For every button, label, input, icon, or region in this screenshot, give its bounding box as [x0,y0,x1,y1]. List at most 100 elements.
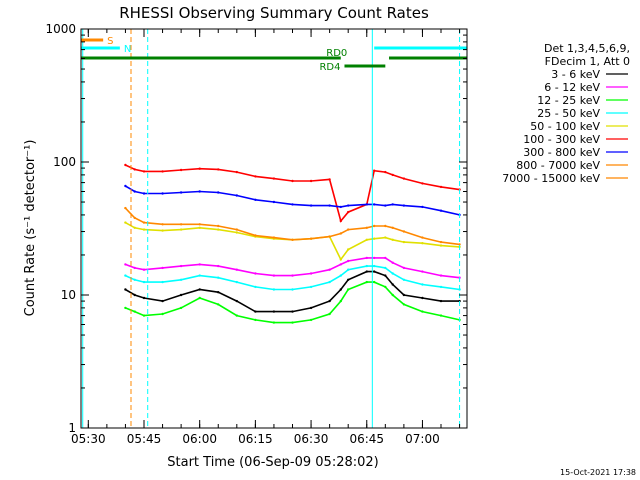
legend-label: 3 - 6 keV [551,68,600,81]
legend-label: 7000 - 15000 keV [502,172,600,185]
data-point [161,229,164,232]
data-point [179,191,183,194]
data-point [179,168,183,172]
data-point [391,283,394,286]
data-point [373,280,376,284]
data-point [391,173,394,177]
data-point [339,274,342,277]
y-tick-label: 10 [61,288,76,302]
data-point [384,266,387,270]
data-point [217,276,220,279]
legend-label: 300 - 800 keV [523,146,600,159]
data-point [328,204,331,207]
data-point [142,314,146,317]
data-point [439,244,443,247]
data-point [179,306,183,310]
data-point [161,223,164,226]
data-point [384,256,387,260]
data-point [309,179,313,183]
data-point [272,177,276,180]
data-point [235,170,238,174]
data-point [217,303,220,306]
data-point [235,314,238,317]
data-point [291,238,294,241]
data-point [339,232,342,235]
data-point [254,318,257,322]
data-point [439,240,443,244]
data-point [373,264,376,268]
data-point [124,163,127,167]
data-point [142,268,146,271]
data-point [309,318,313,322]
data-point [384,236,387,239]
data-point [142,296,146,300]
data-point [391,261,394,264]
data-point [161,280,164,284]
data-point [421,296,424,300]
data-point [391,203,394,206]
data-point [309,237,313,240]
data-point [384,285,387,289]
data-point [439,299,443,303]
data-point [217,191,220,194]
data-point [161,192,164,195]
data-point [124,263,127,266]
data-point [309,204,313,207]
data-point [133,190,136,193]
data-point [235,268,238,271]
data-point [179,293,183,297]
state-bar-label: RD4 [319,62,340,73]
data-point [384,170,387,174]
data-point [373,256,376,260]
data-point [339,205,342,209]
data-point [347,268,350,271]
data-point [439,314,443,317]
data-point [328,299,331,303]
data-point [421,205,424,209]
data-point [373,270,376,273]
data-point [391,238,394,241]
data-point [402,230,406,233]
data-point [254,272,257,275]
data-point [309,285,313,289]
data-point [384,274,387,277]
data-point [402,293,406,297]
data-point [198,296,201,300]
data-point [365,226,368,229]
data-point [402,177,406,180]
x-tick-label: 05:45 [127,432,162,446]
data-point [391,293,394,297]
data-point [235,299,238,303]
data-point [272,200,276,204]
y-tick-label: 1000 [45,22,76,36]
y-tick-label: 100 [53,155,76,169]
data-point [439,274,443,277]
data-point [421,310,424,313]
data-point [133,310,136,313]
data-point [339,288,342,291]
data-point [235,228,238,231]
data-point [179,264,183,268]
data-point [217,224,220,228]
data-point [373,224,376,228]
data-point [198,274,201,277]
timestamp: 15-Oct-2021 17:38 [560,468,636,477]
data-point [124,184,127,188]
data-point [421,283,424,286]
data-point [254,175,257,178]
x-tick-label: 06:00 [182,432,217,446]
legend-label: 25 - 50 keV [537,107,600,120]
axis-layer: 05:30 05:45 06:00 06:15 06:30 06:45 07:00 1 10 10… [45,22,467,446]
data-point [291,274,294,277]
data-point [254,310,257,313]
legend-label: 6 - 12 keV [544,81,600,94]
data-point [124,288,127,291]
data-point [373,237,376,240]
data-point [291,321,294,324]
data-point [161,170,164,173]
data-point [142,280,146,284]
data-point [179,223,183,226]
data-point [198,223,201,226]
